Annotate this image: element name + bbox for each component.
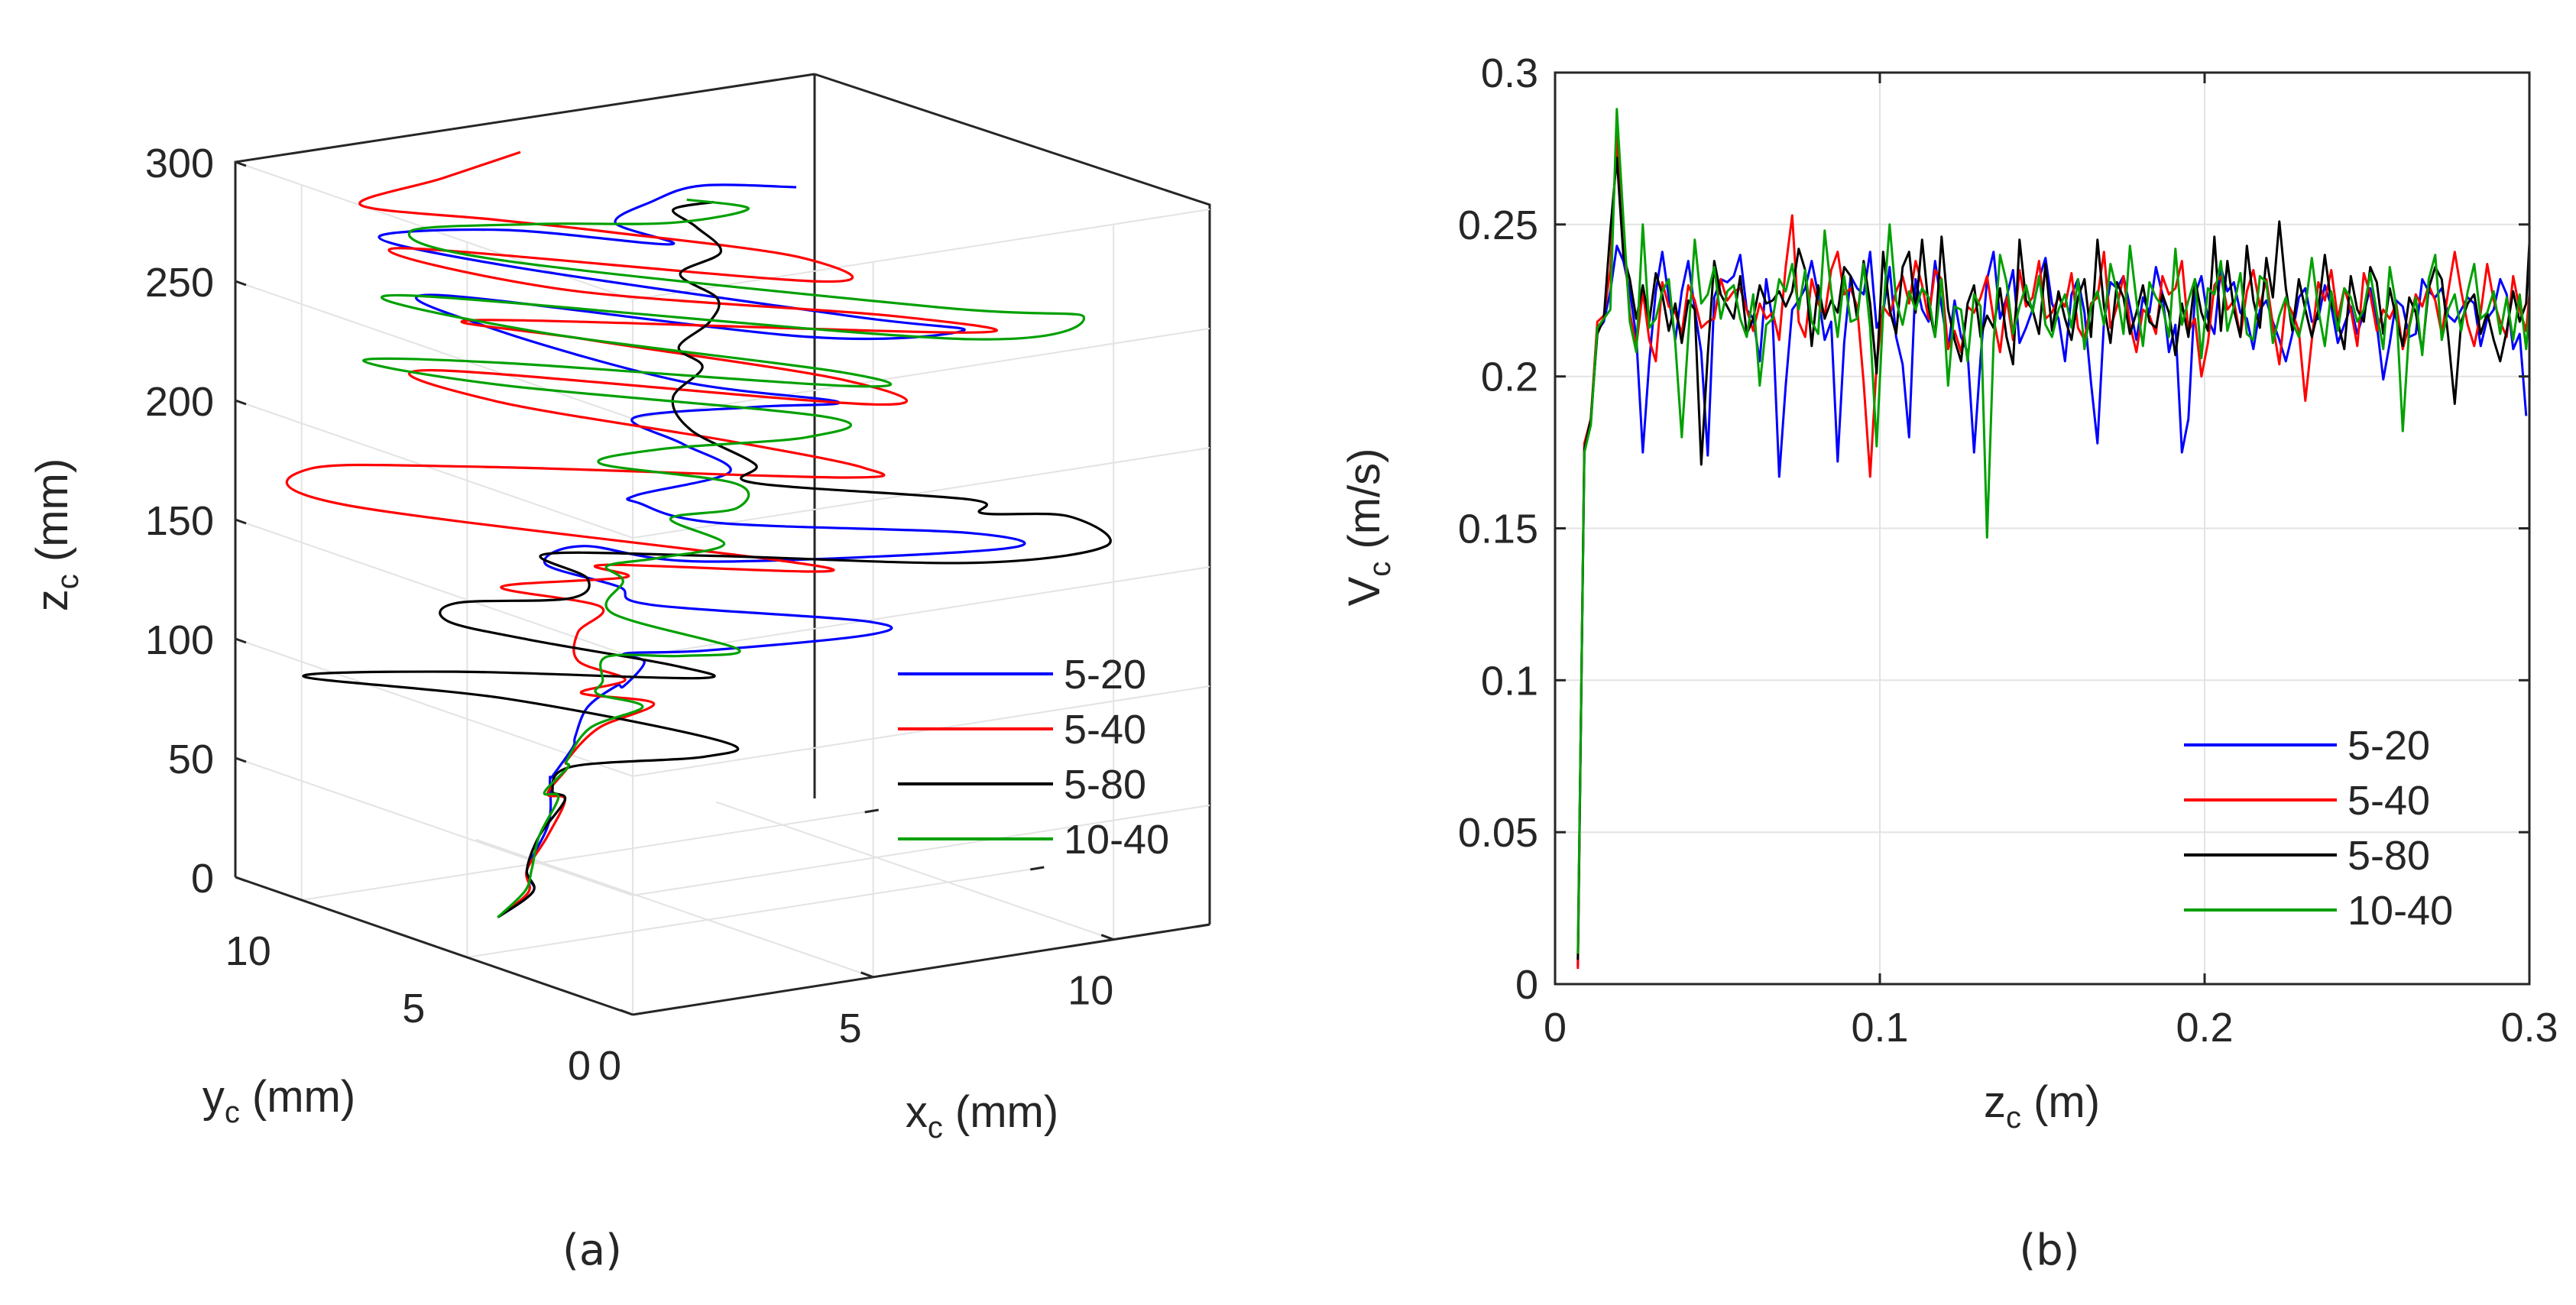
- panel-a-y-tick: [864, 808, 879, 814]
- panel-b-legend-label: 5-20: [2348, 723, 2430, 769]
- panel-a-z-tick-label: 0: [191, 856, 214, 902]
- panel-b-y-tick-label: 0.05: [1458, 810, 1538, 856]
- panel-a-y-tick-label: 0: [568, 1043, 591, 1089]
- panel-a-z-tick: [235, 160, 247, 167]
- panel-b-legend-label: 10-40: [2348, 888, 2453, 934]
- panel-a-x-tick: [860, 971, 874, 979]
- panel-a-caption: (a): [562, 1226, 622, 1275]
- panel-b-x-tick-label: 0.2: [2176, 1005, 2233, 1051]
- panel-b-y-tick-label: 0.1: [1481, 658, 1538, 704]
- panel-b-caption: (b): [2019, 1226, 2079, 1275]
- panel-b-legend-label: 5-80: [2348, 833, 2430, 879]
- panel-a-legend-label: 10-40: [1064, 817, 1169, 863]
- panel-a-trajectory-5-40: [285, 151, 998, 918]
- panel-a-zlabel: zc (mm): [28, 458, 85, 611]
- panel-b-y-tick-label: 0: [1515, 962, 1538, 1008]
- panel-a-x-tick-label: 10: [1068, 968, 1113, 1014]
- panel-b-line-5-20: [1576, 244, 2528, 967]
- panel-b-x-tick-label: 0.3: [2500, 1005, 2558, 1051]
- panel-b-legend: 5-20 5-40 5-80 10-40: [2184, 723, 2453, 934]
- panel-a-y-tick: [1030, 866, 1045, 871]
- panel-a-trajectories: [285, 151, 1112, 919]
- panel-a-x-tick-label: 0: [598, 1043, 621, 1089]
- panel-a-z-tick: [235, 518, 247, 525]
- panel-a-legend-label: 5-80: [1064, 762, 1146, 808]
- panel-a-z-tick: [235, 637, 247, 644]
- panel-a-legend-label: 5-20: [1064, 652, 1146, 698]
- panel-a-xlabel: xc (mm): [906, 1087, 1058, 1145]
- panel-a-y-tick-label: 5: [402, 986, 425, 1031]
- panel-a-z-tick-label: 300: [145, 141, 214, 186]
- panel-a-trajectory-5-80: [302, 200, 1112, 919]
- panel-b-lines: [1576, 108, 2531, 970]
- panel-a-legend: 5-20 5-40 5-80 10-40: [898, 652, 1169, 863]
- panel-a-trajectory-10-40: [361, 198, 1086, 918]
- panel-a-z-tick-label: 250: [145, 260, 214, 306]
- panel-a-y-tick: [1195, 923, 1210, 928]
- panel-b-ticks: 0 0.05 0.1 0.15 0.2 0.25 0.3 0 0.1 0.2 0.3: [1458, 50, 2558, 1051]
- panel-b-velocity-plot: 0 0.05 0.1 0.15 0.2 0.25 0.3 0 0.1 0.2 0.3 Vc (m/s…: [1340, 50, 2558, 1275]
- panel-a-z-tick-label: 100: [145, 617, 214, 663]
- panel-b-line-10-40: [1576, 108, 2531, 954]
- panel-a-z-tick-label: 50: [168, 737, 214, 782]
- panel-a-y-tick-label: 10: [225, 928, 271, 974]
- panel-a-z-tick-label: 200: [145, 379, 214, 425]
- panel-b-y-tick-label: 0.2: [1481, 355, 1538, 400]
- panel-b-line-5-80: [1576, 156, 2531, 960]
- panel-b-xlabel: zc (m): [1984, 1077, 2100, 1135]
- panel-a-z-tick: [235, 756, 247, 763]
- panel-a-z-tick: [235, 399, 247, 406]
- panel-a-x-tick: [1100, 934, 1114, 941]
- panel-b-y-tick-label: 0.25: [1458, 202, 1538, 248]
- panel-a-trajectory-5-20: [377, 183, 1026, 919]
- panel-a-z-tick: [235, 876, 247, 882]
- panel-b-y-tick-label: 0.15: [1458, 507, 1538, 552]
- panel-a-x-tick-label: 5: [839, 1005, 862, 1051]
- panel-a-x-tick: [620, 1009, 633, 1016]
- panel-b-legend-label: 5-40: [2348, 778, 2430, 824]
- panel-b-x-tick-label: 0.1: [1851, 1005, 1908, 1051]
- panel-a-z-tick-label: 150: [145, 498, 214, 544]
- panel-a-legend-label: 5-40: [1064, 707, 1146, 753]
- panel-b-ylabel: Vc (m/s): [1340, 448, 1397, 607]
- panel-a-ylabel: yc (mm): [203, 1072, 355, 1129]
- panel-b-x-tick-label: 0: [1544, 1005, 1567, 1051]
- panel-a-z-tick: [235, 280, 247, 287]
- panel-b-y-tick-label: 0.3: [1481, 50, 1538, 96]
